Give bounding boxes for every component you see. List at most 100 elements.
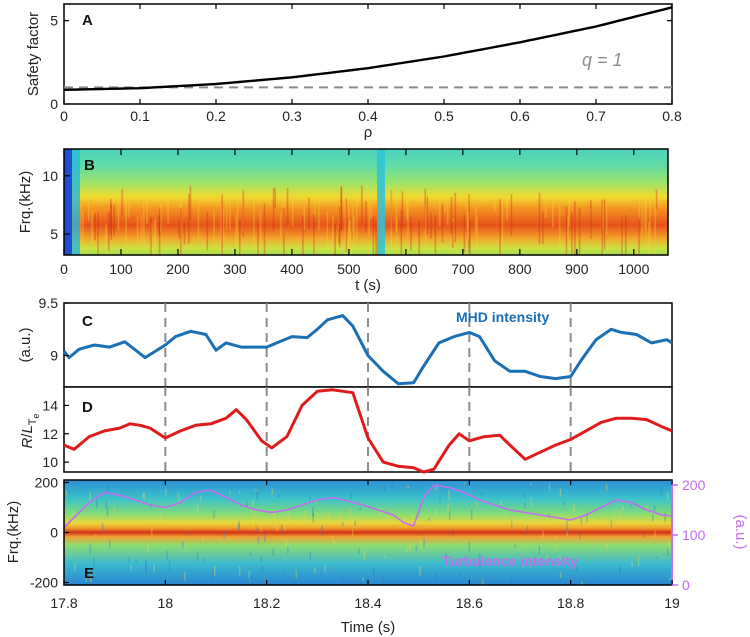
spectrogram-b-streak <box>476 216 478 251</box>
spectrogram-b-streak <box>348 208 350 255</box>
spectrogram-e-speckle <box>272 548 274 556</box>
spectrogram-b-streak <box>128 190 130 218</box>
spectrogram-b-streak <box>91 209 93 244</box>
spectrogram-e-speckle <box>595 575 597 578</box>
spectrogram-e-speckle <box>411 515 414 520</box>
panel-b-xtick-label: 400 <box>280 261 304 277</box>
spectrogram-b-streak <box>334 223 336 255</box>
panel-e-ytick-label: 0 <box>50 525 58 541</box>
spectrogram-e-speckle <box>165 489 167 496</box>
spectrogram-e-speckle <box>181 541 184 549</box>
spectrogram-b-streak <box>365 201 367 233</box>
spectrogram-e-speckle <box>273 510 276 520</box>
spectrogram-e-speckle <box>522 544 525 548</box>
spectrogram-e-speckle <box>637 556 640 567</box>
panel-d-ylabel: R/LTe <box>19 413 41 448</box>
panel-a-xtick-label: 0.2 <box>206 108 226 124</box>
spectrogram-e-speckle <box>631 561 633 567</box>
spectrogram-e-speckle <box>573 504 576 512</box>
spectrogram-b-streak <box>647 222 650 255</box>
spectrogram-b-streak <box>259 208 262 255</box>
panel-b-xtick-label: 200 <box>166 261 190 277</box>
panel-c-ylabel: (a.u.) <box>17 327 34 362</box>
spectrogram-e-speckle <box>447 503 449 513</box>
spectrogram-e-speckle <box>668 578 671 581</box>
panel-e-xtick-label: 18.2 <box>253 595 280 611</box>
panel-d-ytick-label: 12 <box>42 426 58 442</box>
spectrogram-b-streak <box>340 188 343 231</box>
spectrogram-b-streak <box>220 203 222 255</box>
spectrogram-e-speckle <box>166 550 168 560</box>
panel-a-xlabel: ρ <box>364 124 373 141</box>
spectrogram-e-speckle <box>452 529 455 538</box>
spectrogram-b-streak <box>454 192 457 243</box>
spectrogram-b-streak <box>538 193 541 245</box>
spectrogram-e-speckle <box>613 509 616 517</box>
spectrogram-b-streak <box>313 214 315 255</box>
r-over-lte-curve <box>63 388 673 474</box>
spectrogram-e-speckle <box>391 484 393 490</box>
spectrogram-e-speckle <box>108 539 111 549</box>
spectrogram-e-speckle <box>538 545 541 555</box>
spectrogram-b-streak <box>154 219 157 255</box>
spectrogram-e-speckle <box>656 556 658 559</box>
spectrogram-e-speckle <box>480 492 483 496</box>
spectrogram-b-streak <box>578 207 581 255</box>
panel-e-label: E <box>84 565 94 582</box>
panel-b-xtick-label: 1000 <box>618 261 649 277</box>
spectrogram-e-speckle <box>363 550 366 561</box>
spectrogram-b-streak <box>225 187 228 230</box>
spectrogram-e-speckle <box>312 506 314 517</box>
spectrogram-e-speckle <box>668 541 670 550</box>
spectrogram-e-speckle <box>383 484 386 491</box>
spectrogram-e-speckle <box>428 517 430 521</box>
spectrogram-b-streak <box>303 205 306 230</box>
spectrogram-e-speckle <box>478 553 481 564</box>
spectrogram-b-streak <box>401 191 404 227</box>
spectrogram-b-streak <box>568 198 570 227</box>
spectrogram-b-streak <box>590 200 592 239</box>
spectrogram-b-streak <box>283 207 285 255</box>
spectrogram-e-speckle <box>283 573 285 578</box>
spectrogram-e-speckle <box>629 504 632 508</box>
spectrogram-b-streak <box>332 215 334 255</box>
spectrogram-e-speckle <box>107 483 109 493</box>
panel-b-xtick-label: 300 <box>223 261 247 277</box>
spectrogram-b-streak <box>253 185 255 251</box>
panel-b-frame <box>63 148 669 256</box>
panel-b-label: B <box>84 157 95 174</box>
spectrogram-e-speckle <box>551 515 554 523</box>
spectrogram-e-speckle <box>147 545 149 554</box>
spectrogram-b-streak <box>542 211 544 245</box>
panel-e-xtick-label: 18.8 <box>557 595 584 611</box>
spectrogram-b-streak <box>450 196 453 234</box>
spectrogram-e-speckle <box>168 559 171 566</box>
spectrogram-e-speckle <box>334 540 336 545</box>
spectrogram-e-speckle <box>159 515 162 524</box>
spectrogram-b-streak <box>418 221 420 255</box>
spectrogram-e-speckle <box>128 557 130 562</box>
panel-e-ytick-label: 200 <box>35 475 59 491</box>
spectrogram-e-speckle <box>248 570 251 579</box>
spectrogram-e-speckle <box>331 536 334 543</box>
spectrogram-e-speckle <box>652 514 654 522</box>
spectrogram-e-speckle <box>213 510 215 519</box>
spectrogram-e-speckle <box>415 485 417 489</box>
spectrogram-e-speckle <box>252 519 254 529</box>
spectrogram-e-speckle <box>434 486 437 492</box>
spectrogram-b-streak <box>94 213 96 241</box>
spectrogram-b-streak <box>464 185 467 207</box>
panel-b-xtick-label: 900 <box>565 261 589 277</box>
spectrogram-e-speckle <box>654 530 656 538</box>
spectrogram-e-speckle <box>64 541 66 547</box>
spectrogram-b-streak <box>446 201 449 226</box>
spectrogram-e-speckle <box>237 523 240 531</box>
spectrogram-e-speckle <box>72 483 75 486</box>
spectrogram-e-speckle <box>229 490 231 496</box>
spectrogram-b-streak <box>178 218 180 239</box>
spectrogram-b-streak <box>361 185 363 224</box>
mhd-intensity-legend: MHD intensity <box>456 309 550 325</box>
spectrogram-e-speckle <box>566 520 568 530</box>
spectrogram-b-streak <box>452 218 455 255</box>
spectrogram-e-speckle <box>143 492 145 500</box>
